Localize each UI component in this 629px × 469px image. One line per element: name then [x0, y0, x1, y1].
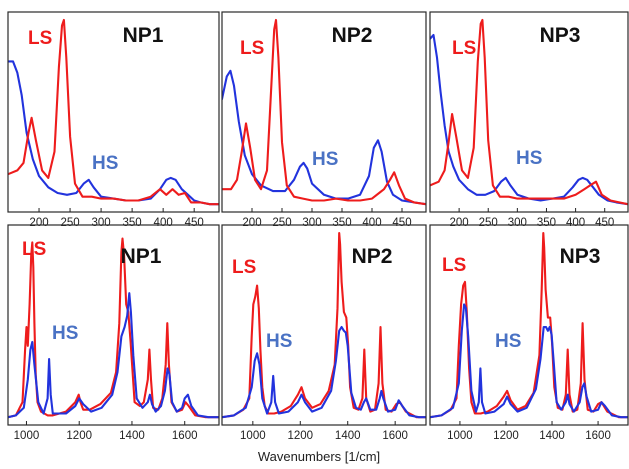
x-tick-label: 200 [450, 217, 469, 229]
x-tick-label: 350 [123, 217, 142, 229]
hs-label: HS [495, 331, 521, 352]
series-hs-line [222, 325, 426, 419]
series-hs-line [430, 33, 628, 206]
series-ls-line [222, 231, 426, 419]
x-tick-label: 250 [272, 217, 291, 229]
ls-label: LS [22, 239, 46, 260]
plot-frame [7, 224, 220, 426]
ls-label: LS [442, 255, 466, 276]
x-tick-label: 200 [29, 217, 48, 229]
panel-2: 200 250 300 350 400 450 LS HS NP2 [221, 11, 427, 229]
x-tick-label: 1200 [66, 430, 92, 442]
x-tick-label: 1400 [119, 430, 145, 442]
x-tick-label: 300 [91, 217, 110, 229]
series-ls-line [222, 18, 426, 206]
series-hs-line [8, 292, 219, 419]
series-ls-line [430, 18, 628, 206]
plot-frame [429, 224, 629, 426]
plot-frame [429, 11, 629, 213]
panel-6: 1000 1200 1400 1600 LS HS NP3 [429, 224, 629, 442]
plot-frame [7, 11, 220, 213]
ls-label: LS [232, 257, 256, 278]
x-tick-label: 400 [566, 217, 585, 229]
panel-title: NP2 [352, 245, 393, 268]
hs-label: HS [266, 331, 292, 352]
x-tick-label: 250 [479, 217, 498, 229]
x-tick-label: 200 [242, 217, 261, 229]
x-tick-label: 1600 [382, 430, 408, 442]
x-tick-label: 1000 [14, 430, 40, 442]
x-tick-label: 450 [595, 217, 614, 229]
x-tick-label: 1000 [240, 430, 266, 442]
ls-label: LS [452, 38, 476, 59]
series-ls-line [8, 18, 219, 206]
ls-label: LS [240, 38, 264, 59]
x-tick-label: 1400 [539, 430, 565, 442]
panel-5: 1000 1200 1400 1600 LS HS NP2 [221, 224, 427, 442]
x-tick-label: 1200 [493, 430, 519, 442]
x-tick-label: 450 [185, 217, 204, 229]
hs-label: HS [516, 148, 542, 169]
x-tick-label: 1200 [287, 430, 313, 442]
panel-title: NP3 [560, 245, 601, 268]
x-tick-label: 1600 [585, 430, 611, 442]
x-tick-label: 400 [154, 217, 173, 229]
series-hs-line [8, 60, 219, 206]
ls-label: LS [28, 28, 52, 49]
series-ls-line [8, 237, 219, 419]
panel-4: 1000 1200 1400 1600 LS HS NP1 [7, 224, 220, 442]
series-hs-line [430, 303, 628, 419]
x-tick-label: 350 [332, 217, 351, 229]
panel-1: 200 250 300 350 400 450 LS HS NP1 [7, 11, 220, 229]
panel-title: NP2 [332, 24, 373, 47]
x-tick-label: 250 [60, 217, 79, 229]
series-hs-line [222, 69, 426, 206]
panel-title: NP3 [540, 24, 581, 47]
x-axis-label: Wavenumbers [1/cm] [258, 449, 380, 464]
hs-label: HS [312, 149, 338, 170]
plot-frame [221, 11, 427, 213]
x-tick-label: 1600 [172, 430, 198, 442]
x-tick-label: 300 [302, 217, 321, 229]
x-tick-label: 350 [537, 217, 556, 229]
series-ls-line [430, 231, 628, 419]
x-tick-label: 450 [392, 217, 411, 229]
panel-3: 200 250 300 350 400 450 LS HS NP3 [429, 11, 629, 229]
panel-title: NP1 [121, 245, 162, 268]
hs-label: HS [52, 323, 78, 344]
panel-title: NP1 [123, 24, 164, 47]
x-tick-label: 400 [362, 217, 381, 229]
x-tick-label: 300 [508, 217, 527, 229]
plot-frame [221, 224, 427, 426]
hs-label: HS [92, 153, 118, 174]
x-tick-label: 1400 [335, 430, 361, 442]
x-tick-label: 1000 [447, 430, 473, 442]
